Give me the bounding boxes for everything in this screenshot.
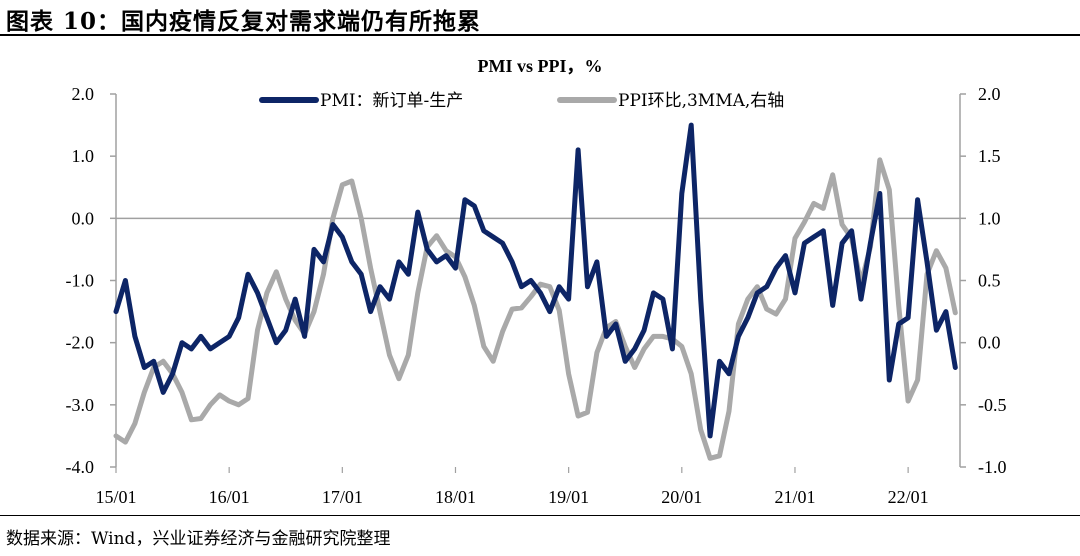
x-tick-label: 18/01 xyxy=(435,487,476,507)
legend-ppi: PPI环比,3MMA,右轴 xyxy=(557,91,784,111)
y-right-tick-label: -0.5 xyxy=(978,395,1007,415)
y-right-tick-label: 1.0 xyxy=(978,208,1001,228)
y-right-tick-label: 0.5 xyxy=(978,271,1001,291)
y-left-tick-label: -4.0 xyxy=(66,457,95,477)
x-tick-label: 17/01 xyxy=(322,487,363,507)
legend-pmi: PMI：新订单-生产 xyxy=(259,91,463,111)
series-line-pmi xyxy=(113,122,958,439)
y-left-tick-label: -3.0 xyxy=(66,395,95,415)
title-divider xyxy=(0,34,1080,36)
y-left-tick-label: -2.0 xyxy=(66,333,95,353)
y-right-tick-label: 0.0 xyxy=(978,333,1001,353)
y-left-tick-label: 1.0 xyxy=(72,146,95,166)
legend-pmi-label: PMI：新订单-生产 xyxy=(320,91,463,111)
y-right-tick-label: 2.0 xyxy=(978,84,1001,104)
y-right-tick-label: 1.5 xyxy=(978,146,1001,166)
footer-divider xyxy=(0,515,1080,516)
y-left-tick-label: 0.0 xyxy=(72,208,95,228)
x-tick-label: 16/01 xyxy=(209,487,250,507)
source-note: 数据来源：Wind，兴业证券经济与金融研究院整理 xyxy=(6,529,391,549)
y-left-tick-label: 2.0 xyxy=(72,84,95,104)
x-tick-label: 22/01 xyxy=(888,487,929,507)
chart-legend: PMI：新订单-生产 PPI环比,3MMA,右轴 xyxy=(259,91,784,111)
chart-axes: 2.0 1.0 0.0 -1.0 -2.0 -3.0 -4.0 2.0 1.5 1.0 0.5 0.0… xyxy=(66,84,1007,507)
legend-ppi-label: PPI环比,3MMA,右轴 xyxy=(618,91,784,111)
y-right-tick-label: -1.0 xyxy=(978,457,1007,477)
chart-title: PMI vs PPI，% xyxy=(477,56,603,76)
y-left-tick-label: -1.0 xyxy=(66,271,95,291)
x-tick-label: 15/01 xyxy=(95,487,136,507)
figure-title: 图表 10：国内疫情反复对需求端仍有所拖累 xyxy=(6,8,482,35)
x-tick-label: 21/01 xyxy=(774,487,815,507)
x-tick-label: 20/01 xyxy=(661,487,702,507)
chart-series xyxy=(113,122,958,461)
x-tick-label: 19/01 xyxy=(548,487,589,507)
